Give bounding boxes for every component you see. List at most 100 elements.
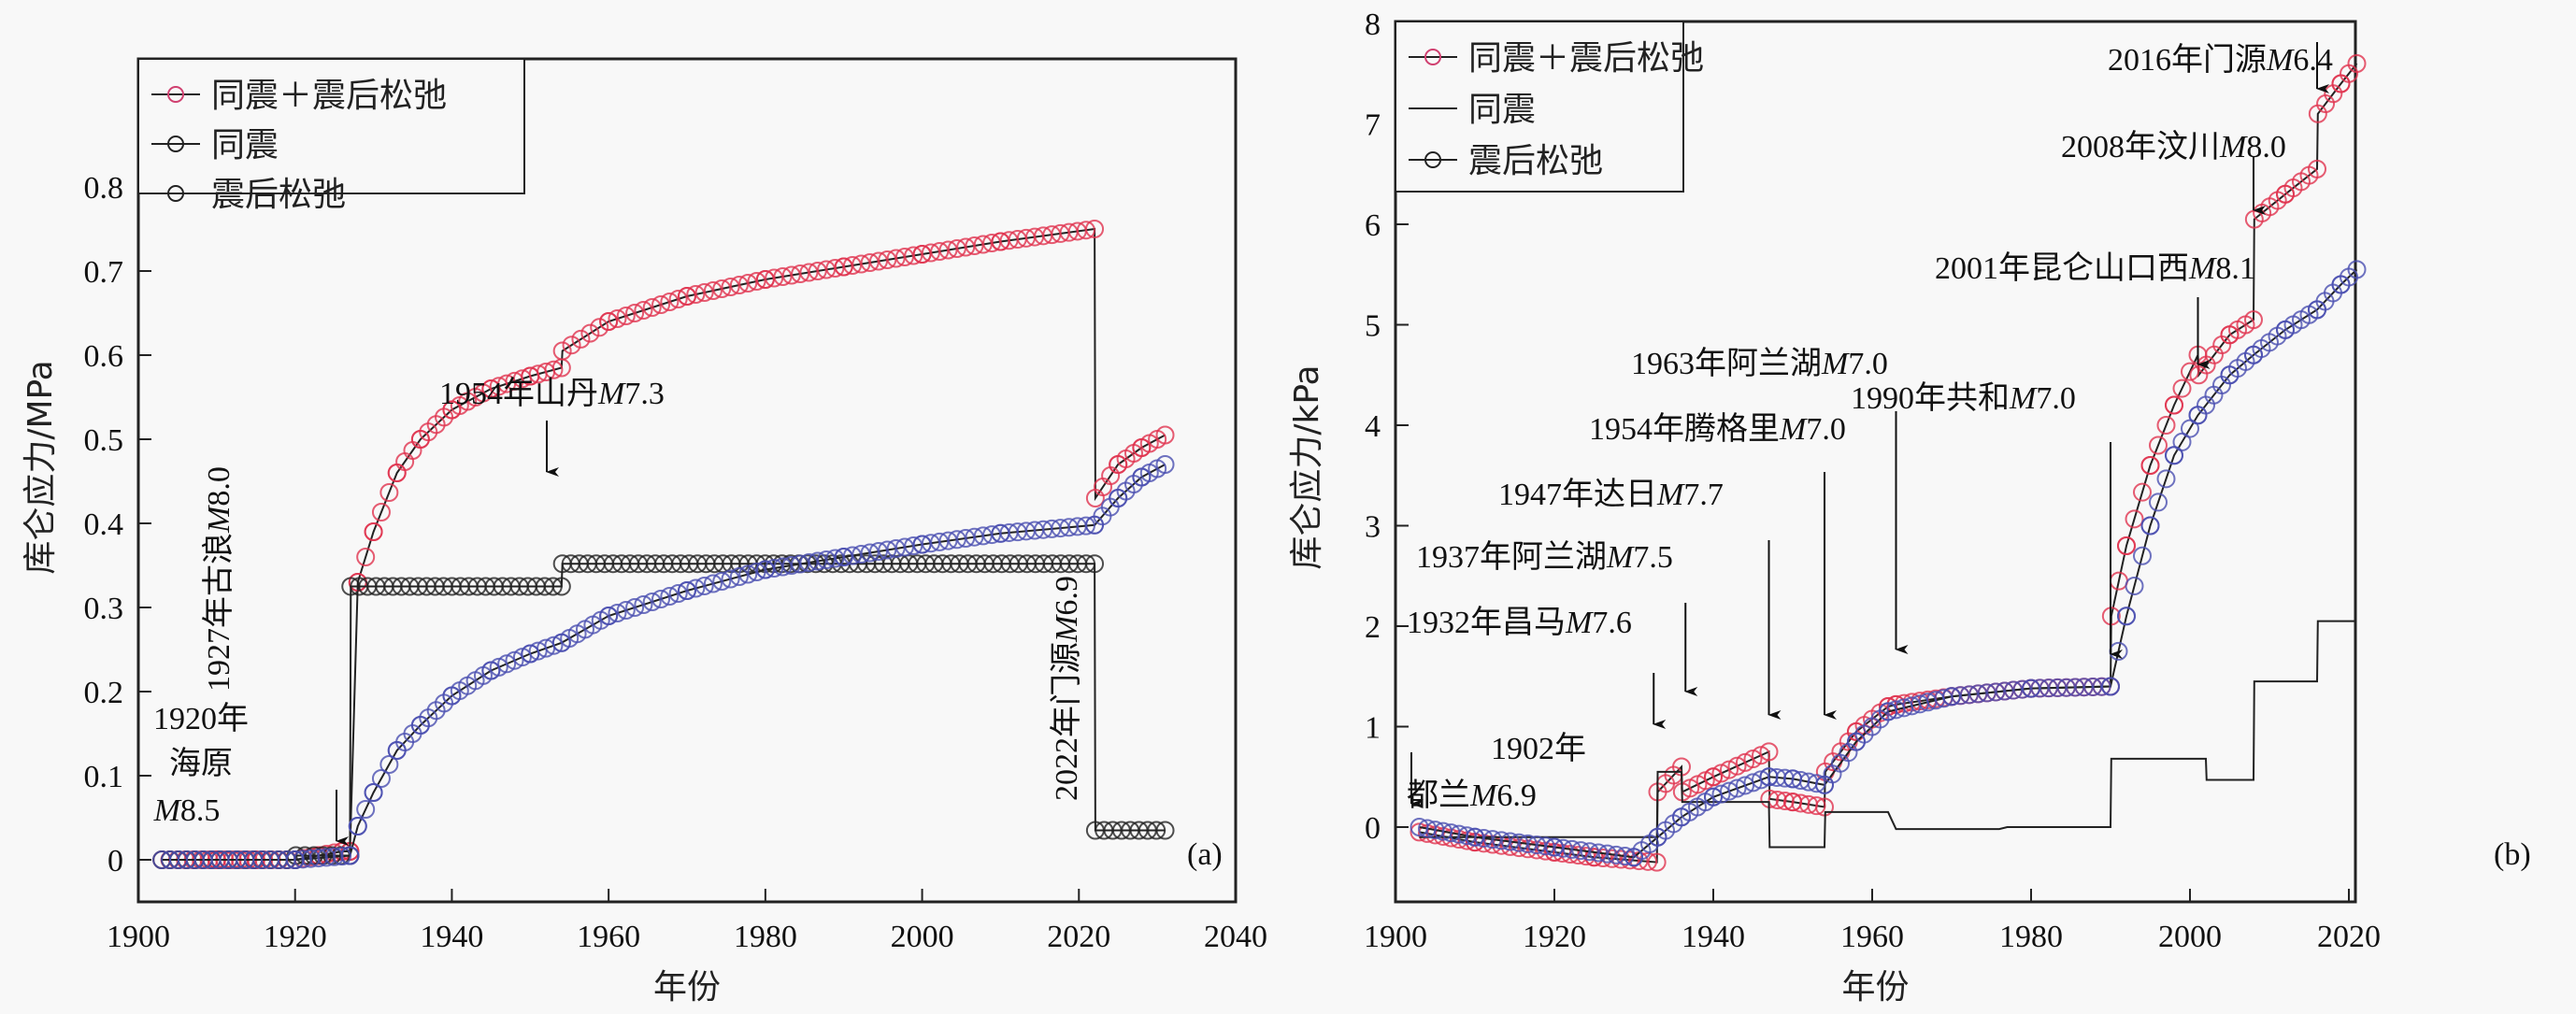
data-point <box>551 577 571 596</box>
data-point <box>678 581 696 600</box>
data-point <box>904 536 923 555</box>
data-point <box>1085 220 1105 238</box>
data-point <box>886 249 906 268</box>
data-point <box>755 270 775 289</box>
data-point <box>642 593 662 611</box>
x-tick-label: 2040 <box>1204 920 1267 954</box>
data-point <box>765 268 784 288</box>
data-point <box>2092 677 2111 696</box>
legend-marker <box>167 185 184 202</box>
data-point <box>973 235 993 254</box>
data-point <box>2172 378 2192 398</box>
data-point <box>651 590 671 608</box>
annotation-label: M8.5 <box>153 793 221 828</box>
data-point <box>712 279 732 298</box>
data-point <box>348 817 367 835</box>
y-tick-label: 0 <box>1365 811 1381 846</box>
x-tick-label: 2020 <box>1047 920 1110 954</box>
data-point <box>765 559 784 578</box>
data-point <box>2133 546 2152 565</box>
x-tick-label: 1920 <box>264 920 327 954</box>
data-point <box>544 636 564 655</box>
y-tick-label: 7 <box>1365 108 1381 143</box>
data-point <box>1147 821 1166 840</box>
data-point <box>642 298 662 317</box>
x-tick-label: 1960 <box>577 920 640 954</box>
y-tick-label: 4 <box>1365 409 1381 444</box>
data-point <box>356 548 376 566</box>
data-point <box>791 264 810 283</box>
annotation-label: 1920年 <box>153 701 249 736</box>
data-point <box>1510 833 1529 852</box>
data-point <box>817 550 837 569</box>
data-point <box>886 539 906 558</box>
annotation-label: 海原 <box>169 746 233 781</box>
data-point <box>721 278 740 296</box>
annotation-label: 2022年门源M6.9 <box>1049 576 1084 801</box>
data-point <box>2156 416 2176 435</box>
data-point <box>379 483 399 502</box>
data-point <box>1743 773 1763 793</box>
data-point <box>703 281 723 300</box>
data-point <box>2172 432 2192 451</box>
data-point <box>791 554 810 574</box>
panel-b: 1900 1920 1940 1960 1980 2000 2020 0 1 2 3 4 5 6 7 8 年份 库… <box>1288 7 2531 1007</box>
data-point <box>738 564 758 584</box>
data-point <box>1518 834 1538 853</box>
data-point <box>544 360 564 379</box>
data-point <box>1589 843 1609 863</box>
data-point <box>860 543 880 563</box>
data-point <box>773 557 793 577</box>
y-tick-label: 6 <box>1365 208 1381 243</box>
y-tick-label: 0.7 <box>84 255 124 290</box>
y-tick-label: 0 <box>107 844 123 878</box>
data-point <box>364 522 383 541</box>
data-point <box>1720 781 1739 801</box>
legend-box <box>1395 21 1684 193</box>
data-point <box>2181 362 2199 381</box>
annotation-label: 1963年阿兰湖M7.0 <box>1631 346 1888 381</box>
y-tick-label: 0.2 <box>84 676 124 710</box>
data-point <box>1077 554 1096 574</box>
data-point <box>2308 159 2326 179</box>
x-tick-label: 1980 <box>1999 920 2063 954</box>
data-point <box>2101 677 2120 696</box>
x-axis-title: 年份 <box>653 968 721 1007</box>
annotation-label: 2016年门源M6.4 <box>2108 42 2333 78</box>
data-point <box>956 237 976 257</box>
data-point <box>817 260 837 279</box>
data-point <box>2140 516 2160 536</box>
annotation-label: 1954年腾格里M7.0 <box>1589 411 1846 447</box>
data-point <box>2181 419 2199 438</box>
data-point <box>2156 469 2176 489</box>
y-tick-label: 0.4 <box>84 507 124 542</box>
data-point <box>1807 774 1826 793</box>
annotation-label: 1947年达日M7.7 <box>1498 477 1724 512</box>
data-point <box>356 800 376 819</box>
data-point <box>1155 821 1175 840</box>
x-axis-title: 年份 <box>1841 968 1909 1007</box>
legend-label: 同震 <box>1468 91 1536 129</box>
data-point <box>686 578 706 598</box>
x-tick-label: 1940 <box>1682 920 1745 954</box>
series-line <box>1419 63 2358 864</box>
data-point <box>340 846 360 865</box>
data-point <box>1571 841 1591 861</box>
series-line <box>162 227 1166 861</box>
data-point <box>660 293 680 311</box>
data-point <box>755 560 775 579</box>
data-point <box>921 243 940 263</box>
data-point <box>599 607 619 625</box>
data-point <box>912 245 932 264</box>
data-point <box>799 553 819 572</box>
data-point <box>799 263 819 282</box>
data-point <box>1977 683 1996 703</box>
data-point <box>834 548 853 566</box>
data-point <box>1466 827 1484 847</box>
data-point <box>1597 844 1617 864</box>
data-point <box>1562 839 1581 859</box>
data-point <box>781 265 801 285</box>
annotation-label: 2008年汶川M8.0 <box>2061 129 2286 164</box>
data-point <box>686 285 706 304</box>
data-point <box>1545 837 1564 857</box>
